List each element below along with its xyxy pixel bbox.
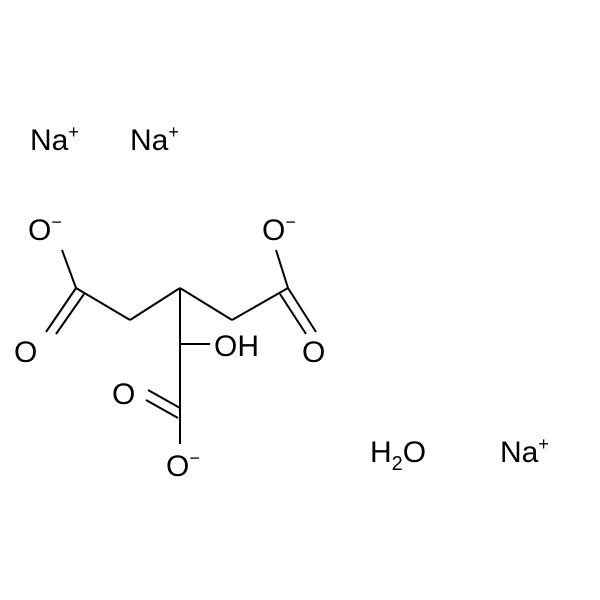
bond bbox=[288, 288, 316, 332]
oxide-anion-left: O− bbox=[28, 212, 62, 247]
sodium-ion-3: Na+ bbox=[500, 434, 549, 469]
na-label: Na bbox=[30, 124, 69, 157]
minus-sup: − bbox=[285, 212, 296, 232]
plus-sup: + bbox=[68, 122, 79, 142]
water-label: H2O bbox=[370, 436, 426, 475]
oxygen-double-left: O bbox=[14, 336, 37, 369]
bond bbox=[148, 390, 180, 408]
plus-sup: + bbox=[168, 122, 179, 142]
bond bbox=[130, 288, 180, 320]
bond bbox=[76, 288, 130, 320]
bond bbox=[62, 250, 76, 288]
oxide-anion-right: O− bbox=[262, 212, 296, 247]
bond bbox=[280, 294, 306, 334]
o-label: O bbox=[28, 214, 51, 247]
oxygen-double-right: O bbox=[302, 336, 325, 369]
bond bbox=[232, 288, 288, 320]
sub2: 2 bbox=[392, 453, 403, 475]
bond bbox=[146, 400, 178, 418]
minus-sup: − bbox=[189, 448, 200, 468]
sodium-ion-1: Na+ bbox=[30, 122, 79, 157]
sodium-ion-2: Na+ bbox=[130, 122, 179, 157]
bond bbox=[276, 250, 288, 288]
plus-sup: + bbox=[538, 434, 549, 454]
oxygen-double-mid: O bbox=[112, 378, 135, 411]
minus-sup: − bbox=[51, 212, 62, 232]
oxide-anion-bottom: O− bbox=[166, 448, 200, 483]
hydroxyl-label: OH bbox=[214, 330, 259, 363]
structure-diagram: Na+ Na+ O− O− O O OH O O− H2O bbox=[0, 0, 600, 600]
bond bbox=[56, 294, 84, 334]
bond bbox=[180, 288, 232, 320]
o-label: O bbox=[403, 436, 426, 469]
na-label: Na bbox=[130, 124, 169, 157]
o-label: O bbox=[262, 214, 285, 247]
na-label: Na bbox=[500, 436, 539, 469]
h-label: H bbox=[370, 436, 392, 469]
o-label: O bbox=[166, 450, 189, 483]
